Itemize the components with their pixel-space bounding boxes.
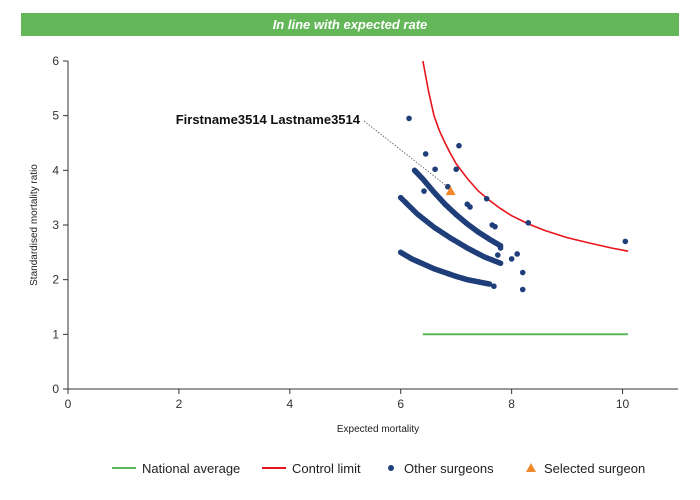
x-axis-title: Expected mortality: [337, 424, 419, 435]
x-tick-label: 6: [397, 397, 404, 411]
other-surgeon-point: [519, 269, 526, 276]
x-tick-label: 8: [508, 397, 515, 411]
other-surgeons-band: [397, 194, 504, 267]
selected-surgeon-marker: [445, 186, 456, 196]
chart-header-banner: In line with expected rate: [21, 13, 679, 36]
other-surgeon-point: [467, 204, 473, 210]
other-surgeon-point: [453, 166, 459, 173]
y-axis-title: Standardised mortality ratio: [29, 164, 40, 286]
y-tick-label: 0: [52, 382, 59, 396]
other-surgeon-point: [406, 115, 412, 122]
other-surgeon-point: [497, 245, 504, 251]
selected-surgeon-legend-swatch: [526, 463, 536, 472]
x-tick-label: 0: [65, 397, 72, 411]
other-surgeon-point: [422, 151, 429, 157]
x-tick-label: 4: [286, 397, 293, 411]
other-surgeon-point: [622, 238, 629, 245]
other-surgeon-point: [494, 252, 501, 258]
legend-label: National average: [142, 461, 240, 476]
y-tick-label: 6: [52, 54, 59, 68]
legend: National average Control limit Other surge…: [112, 461, 645, 476]
y-tick-label: 4: [52, 163, 59, 177]
other-surgeon-point: [492, 223, 498, 230]
y-tick-label: 2: [52, 273, 59, 287]
other-surgeon-point: [456, 142, 462, 149]
selected-surgeon-label: Firstname3514 Lastname3514: [176, 112, 361, 127]
other-surgeon-point: [497, 260, 504, 267]
other-surgeon-point: [519, 286, 526, 293]
y-tick-label: 5: [52, 109, 59, 123]
other-surgeon-point: [525, 220, 532, 226]
chart-header-title: In line with expected rate: [272, 17, 428, 32]
other-surgeon-point: [483, 195, 490, 202]
y-tick-label: 3: [52, 218, 59, 232]
other-surgeon-point: [508, 256, 515, 262]
legend-label: Control limit: [292, 461, 361, 476]
other-surgeons-band: [397, 249, 493, 287]
other-surgeon-point: [486, 281, 493, 287]
other-surgeon-point: [421, 188, 427, 194]
other-surgeon-point: [432, 166, 438, 173]
other-surgeons-band: [411, 167, 504, 249]
legend-label: Selected surgeon: [544, 461, 645, 476]
other-surgeon-point: [491, 283, 497, 290]
x-tick-label: 10: [616, 397, 630, 411]
other-surgeon-point: [514, 251, 520, 257]
control-limit-line: [422, 60, 629, 252]
x-tick-label: 2: [176, 397, 183, 411]
legend-label: Other surgeons: [404, 461, 494, 476]
other-surgeons-legend-swatch: [388, 465, 394, 471]
annotation-leader-line: [363, 120, 451, 190]
y-tick-label: 1: [52, 327, 59, 341]
